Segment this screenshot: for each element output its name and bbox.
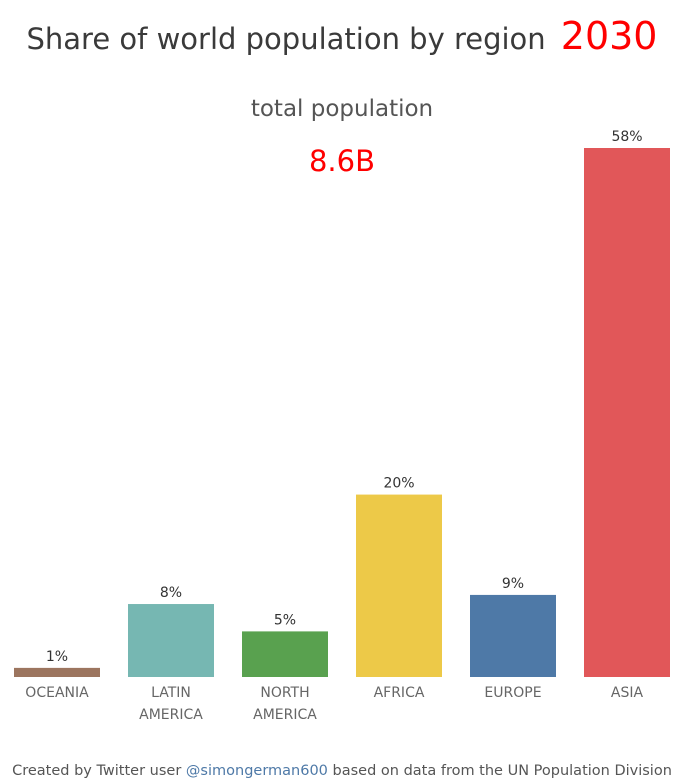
bar-europe[interactable] — [470, 594, 556, 677]
twitter-handle-link[interactable]: @simongerman600 — [185, 763, 328, 779]
category-label: ASIA — [611, 685, 644, 701]
footer-suffix: based on data from the UN Population Div… — [327, 763, 672, 779]
bar-latin-america[interactable] — [128, 604, 214, 677]
total-population-value: 8.6B — [308, 144, 375, 178]
bar-africa[interactable] — [356, 494, 442, 677]
chart-subtitle: total population — [250, 96, 434, 122]
data-label: 20% — [383, 476, 414, 492]
data-label: 5% — [274, 612, 296, 628]
category-label: EUROPE — [484, 685, 541, 701]
category-label: LATIN — [151, 685, 191, 701]
bar-asia[interactable] — [584, 148, 670, 677]
year-label: 2030 — [560, 14, 658, 58]
title-row: Share of world population by region 2030 — [0, 14, 684, 58]
data-label: 8% — [160, 585, 182, 601]
category-label: OCEANIA — [25, 685, 89, 701]
bar-north-america[interactable] — [242, 631, 328, 677]
bar-chart: 1% OCEANIA 8% LATIN AMERICA 5% NORTH AMERICA 20%… — [14, 129, 670, 723]
category-label: AMERICA — [253, 707, 317, 723]
footer-credit: Created by Twitter user @simongerman600 … — [0, 763, 684, 779]
category-label: NORTH — [260, 685, 309, 701]
footer-prefix: Created by Twitter user — [12, 763, 186, 779]
bar-oceania[interactable] — [14, 667, 100, 677]
data-label: 9% — [502, 576, 524, 592]
data-label: 58% — [611, 129, 642, 145]
category-label: AFRICA — [374, 685, 425, 701]
category-label: AMERICA — [139, 707, 203, 723]
chart-title: Share of world population by region — [26, 22, 546, 56]
data-label: 1% — [46, 649, 68, 665]
